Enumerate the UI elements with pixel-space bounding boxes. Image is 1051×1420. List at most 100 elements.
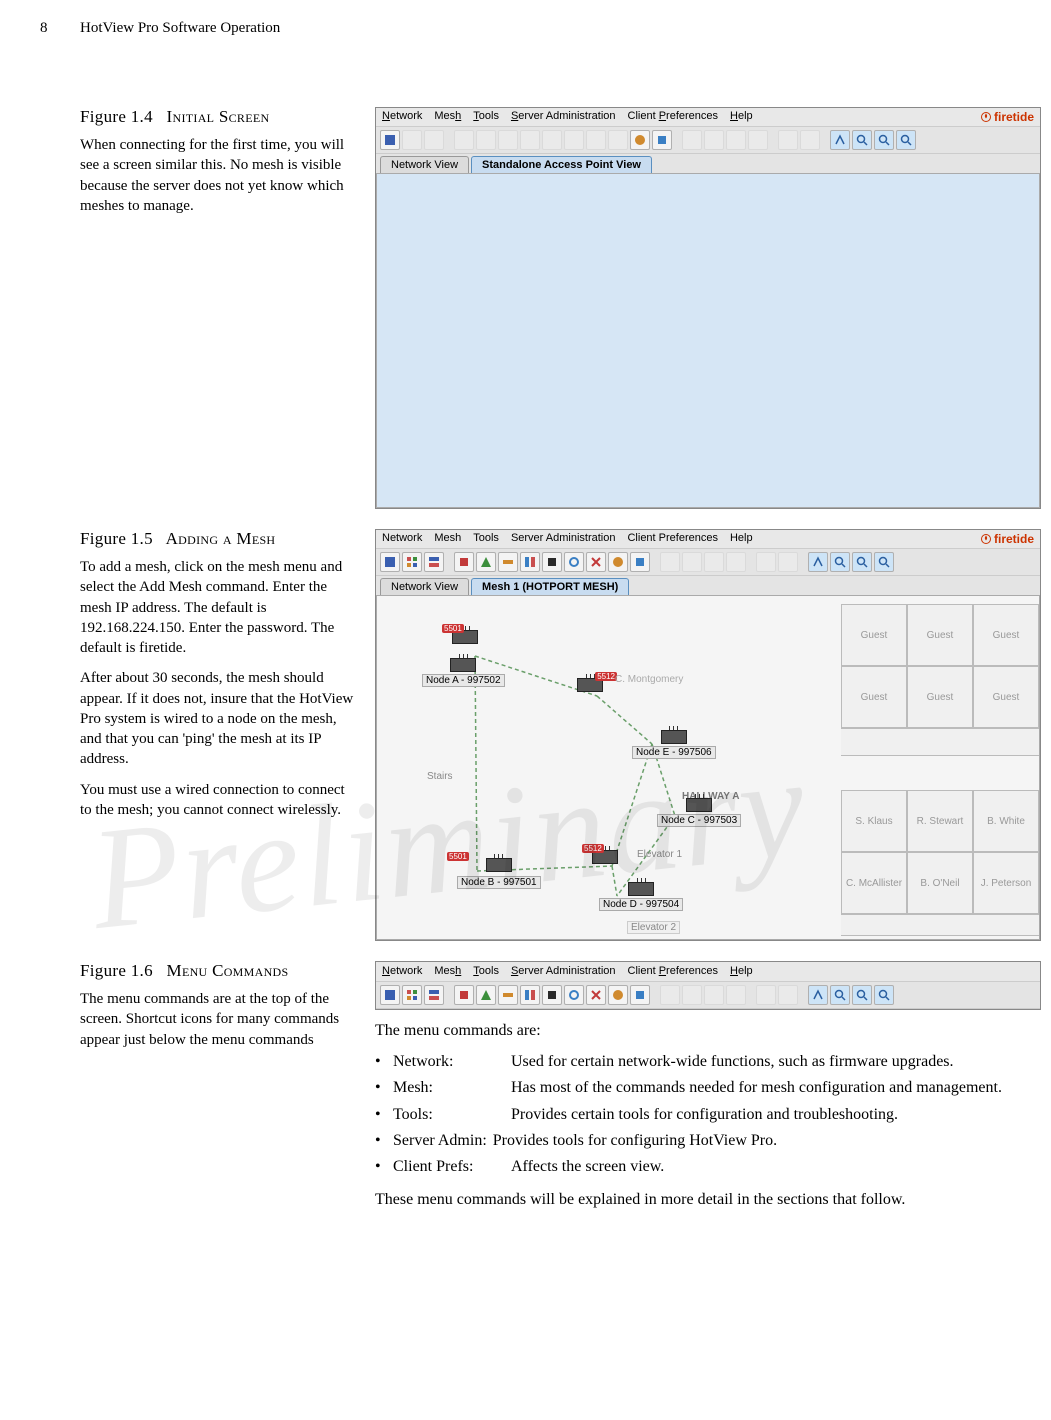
tb-icon[interactable]	[476, 985, 496, 1005]
tb-icon[interactable]	[630, 552, 650, 572]
menu-serveradmin[interactable]: Server Administration	[511, 964, 616, 979]
tb-zoom-icon[interactable]	[852, 985, 872, 1005]
menu-help[interactable]: Help	[730, 110, 753, 124]
fig14-num: Figure 1.4	[80, 107, 153, 126]
tb-zoom-icon[interactable]	[852, 552, 872, 572]
menu-clientprefs[interactable]: Client Preferences	[627, 532, 718, 546]
tb-icon	[800, 130, 820, 150]
tb-icon[interactable]	[586, 985, 606, 1005]
tb-zoom-icon[interactable]	[896, 130, 916, 150]
tb-icon[interactable]	[454, 985, 474, 1005]
fig16-title: Menu Commands	[167, 961, 289, 980]
tab-network-view[interactable]: Network View	[380, 578, 469, 595]
menu-network[interactable]: Network	[382, 532, 422, 546]
menu-mesh[interactable]: Mesh	[434, 532, 461, 546]
hallway-row	[841, 914, 1039, 936]
tb-icon	[682, 552, 702, 572]
tb-zoom-icon[interactable]	[874, 130, 894, 150]
tb-icon[interactable]	[608, 552, 628, 572]
tb-icon	[726, 130, 746, 150]
tb-icon	[682, 130, 702, 150]
mesh-node-b[interactable]: 5501 Node B - 997501	[457, 854, 541, 889]
tb-icon[interactable]	[542, 552, 562, 572]
tb-icon	[704, 130, 724, 150]
menu-tools[interactable]: Tools	[473, 110, 499, 124]
tb-zoom-icon[interactable]	[874, 985, 894, 1005]
tb-zoom-icon[interactable]	[808, 552, 828, 572]
cmd-desc: Provides certain tools for configuration…	[511, 1104, 1041, 1126]
tb-zoom-icon[interactable]	[830, 130, 850, 150]
tb-icon	[748, 130, 768, 150]
menu-serveradmin[interactable]: Server Administration	[511, 532, 616, 546]
room: Guest	[841, 604, 907, 666]
tb-zoom-icon[interactable]	[874, 552, 894, 572]
toolbar	[376, 981, 1040, 1009]
mesh-node-d[interactable]: Node D - 997504	[599, 878, 683, 911]
menu-serveradmin[interactable]: Server Administration	[511, 110, 616, 124]
room: C. McAllister	[841, 852, 907, 914]
menu-clientprefs[interactable]: Client Preferences	[628, 110, 719, 124]
mesh-node-a[interactable]: Node A - 997502	[422, 654, 505, 687]
mesh-node[interactable]: 5512	[592, 846, 618, 864]
menu-mesh[interactable]: Mesh	[434, 110, 461, 124]
menu-tools[interactable]: Tools	[473, 964, 499, 979]
tb-zoom-icon[interactable]	[852, 130, 872, 150]
tb-icon	[778, 552, 798, 572]
cmd-label: Mesh:	[393, 1077, 511, 1099]
tab-network-view[interactable]: Network View	[380, 156, 469, 173]
node-badge: 5501	[447, 852, 469, 861]
menu-help[interactable]: Help	[730, 532, 753, 546]
tb-zoom-icon[interactable]	[830, 985, 850, 1005]
tb-icon[interactable]	[498, 552, 518, 572]
mesh-node[interactable]: 5501	[452, 626, 478, 644]
tab-mesh1[interactable]: Mesh 1 (HOTPORT MESH)	[471, 578, 629, 595]
menu-network[interactable]: Network	[382, 110, 422, 124]
tb-icon[interactable]	[424, 552, 444, 572]
tb-icon	[542, 130, 562, 150]
tb-icon[interactable]	[630, 130, 650, 150]
tb-icon[interactable]	[564, 985, 584, 1005]
mesh-node[interactable]: 5512	[577, 674, 603, 692]
tb-icon[interactable]	[498, 985, 518, 1005]
mesh-node-c[interactable]: Node C - 997503	[657, 794, 741, 827]
tb-icon[interactable]	[520, 985, 540, 1005]
tb-icon[interactable]	[652, 130, 672, 150]
tb-icon[interactable]	[476, 552, 496, 572]
menu-help[interactable]: Help	[730, 964, 753, 979]
tb-icon[interactable]	[424, 985, 444, 1005]
fig15-title: Adding a Mesh	[166, 529, 276, 548]
tb-icon[interactable]	[380, 552, 400, 572]
tb-icon	[520, 130, 540, 150]
menubar: Network Mesh Tools Server Administration…	[376, 108, 1040, 126]
tb-icon	[660, 985, 680, 1005]
menu-clientprefs[interactable]: Client Preferences	[628, 964, 719, 979]
tb-zoom-icon[interactable]	[830, 552, 850, 572]
room: Guest	[973, 666, 1039, 728]
mesh-node-e[interactable]: Node E - 997506	[632, 726, 716, 759]
tb-icon[interactable]	[586, 552, 606, 572]
tb-icon[interactable]	[542, 985, 562, 1005]
tb-icon[interactable]	[402, 552, 422, 572]
tb-zoom-icon[interactable]	[808, 985, 828, 1005]
menu-tools[interactable]: Tools	[473, 532, 499, 546]
tb-icon[interactable]	[402, 985, 422, 1005]
room: B. White	[973, 790, 1039, 852]
fig15-p2: After about 30 seconds, the mesh should …	[80, 668, 357, 769]
cmd-desc: Provides tools for configuring HotView P…	[493, 1130, 1041, 1152]
hallway-row	[841, 728, 1039, 756]
tb-icon[interactable]	[520, 552, 540, 572]
tb-icon[interactable]	[454, 552, 474, 572]
tb-icon[interactable]	[630, 985, 650, 1005]
node-label: Node B - 997501	[457, 876, 541, 889]
tb-icon[interactable]	[608, 985, 628, 1005]
tb-icon[interactable]	[380, 985, 400, 1005]
tb-icon[interactable]	[564, 552, 584, 572]
tb-icon	[756, 552, 776, 572]
menu-mesh[interactable]: Mesh	[434, 964, 461, 979]
fig15-num: Figure 1.5	[80, 529, 153, 548]
cmd-desc: Affects the screen view.	[511, 1156, 1041, 1178]
menubar: Network Mesh Tools Server Administration…	[376, 530, 1040, 548]
menu-network[interactable]: Network	[382, 964, 422, 979]
tab-standalone[interactable]: Standalone Access Point View	[471, 156, 652, 173]
tb-icon[interactable]	[380, 130, 400, 150]
